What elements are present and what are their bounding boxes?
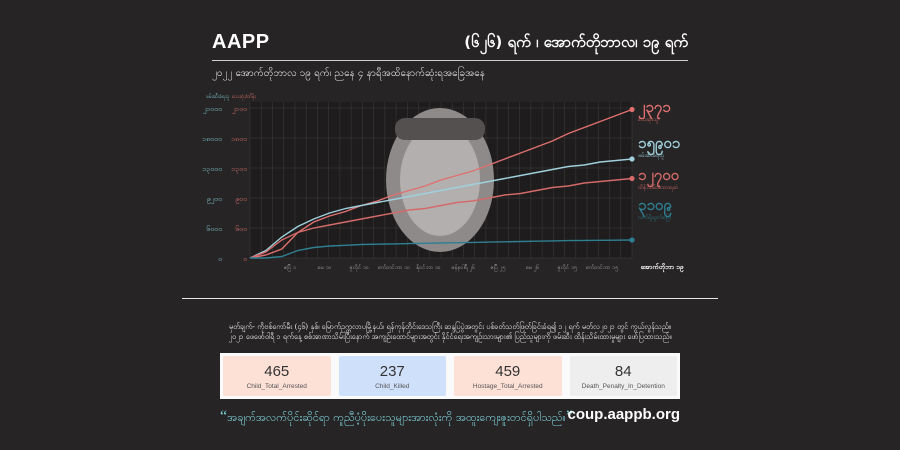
right-tick-label: ၁၃၀၀ [231,165,247,174]
stat-label: Hostage_Total_Arrested [472,382,543,390]
stat-value: 84 [614,362,632,380]
left-tick-label: ၁၃၀၀၀ [202,165,222,174]
series-end-point [629,106,635,113]
series-name-label: သေဆုံးသူ [638,116,658,124]
x-tick-label: မေ ၂၆ [526,263,540,272]
page-headline: (၆၂၆) ရက် ၊ အောက်တိုဘာလ၊ ၁၉ ရက် [464,33,688,51]
note-line-2: ၂၀၂၁ ဖေဖော်ဝါရီ ၁ ရက်နေ့ စစ်အာဏာသိမ်းပြီ… [228,332,672,341]
x-tick-label: မေ ၁၀ [318,265,332,271]
series-line [249,108,633,259]
stat-value: 459 [495,362,521,380]
series-value-label: ၁၂၇၀၀ [638,166,680,188]
series-value-label: ၃၁၀၉ [638,196,672,218]
left-axis-title: ဖမ်းဆီးခံရသူ [206,94,230,100]
right-tick-label: ၀ [243,255,247,263]
series-line [249,158,633,259]
series-line [250,239,633,259]
series-name-label: လက်ရှိထွက်ပြေး [638,212,672,222]
close-quote-icon: ” [565,408,573,425]
x-end-label: အောက်တိုဘာ ၁၉ [640,263,683,273]
x-tick-label: စက်တင်ဘာ ၁၀ [378,263,410,271]
left-tick-label: ၉၂၀၀ [207,195,222,204]
right-axis-title: သေဆုံး/ထိန်း [232,94,257,100]
status-subtitle: ၂၀၂၂ အောက်တိုဘာလ ၁၉ ရက်၊ ညနေ ၄ နာရီအထိနေ… [212,68,485,79]
x-tick-label: ဇူလိုင် ၁၅ [558,263,577,272]
stat-hostage-total-arrested: 459 Hostage_Total_Arrested [454,356,562,396]
x-tick-label: ဧပြီ ၂၅ [491,263,506,272]
left-tick-label: ၁၈၀၀၀ [202,135,222,143]
stat-value: 465 [264,362,290,380]
left-tick-label: ၀ [218,255,222,263]
x-tick-label: ဧပြီ ၁ [284,263,296,272]
website-link[interactable]: coup.aappb.org [567,406,681,423]
series-name-label: ဖမ်းဆီးခံရသူ [638,151,664,160]
right-tick-label: ၁၈၀၀ [231,135,247,143]
stat-label: Child_Killed [375,382,410,390]
cumulative-line-chart: ၀ ၀ ၆၀၀၀ ၆၀၀ ၉၂၀၀ ၉၀၀ ၁၃၀၀၀ ၁၃၀၀ ၁၈၀၀၀ ၁၈၀၀ ၂၁၀၀၀ ၂… [202,94,684,273]
right-tick-label: ၂၁၀၀ [231,105,247,114]
divider-middle [182,298,718,299]
x-tick-label: ဇန်နဝါရီ ၂၆ [451,263,475,272]
stat-label: Death_Penalty_In_Detention [581,382,665,390]
left-tick-label: ၆၀၀၀ [206,225,222,233]
series-end-point [629,237,635,243]
divider-top [212,60,688,61]
right-tick-label: ၆၀၀ [235,225,247,233]
left-tick-label: ၂၁၀၀၀ [202,105,222,114]
memorial-photo-cap [395,118,485,140]
series-line [249,177,633,259]
stat-label: Child_Total_Arrested [246,382,307,390]
brand-logo: AAPP [212,31,270,53]
stat-child-killed: 237 Child_Killed [338,356,446,396]
stat-child-total-arrested: 465 Child_Total_Arrested [223,356,331,396]
note-line-1: မှတ်ချက်- ကိုဗစ်ကော်မီး (၄၆) နှစ်၊ မြောက… [229,322,671,331]
stats-panel: 465 Child_Total_Arrested 237 Child_Kille… [220,353,680,399]
series-value-label: ၁၅၉၀၁ [638,134,681,156]
series-end-point [629,156,635,162]
series-name-label: ထိန်းသိမ်းခံထားရဆဲ [638,183,678,192]
stat-value: 237 [379,362,405,380]
thanks-text: အချက်အလက်ပိုင်းဆိုင်ရာ ကူညီပံ့ပိုးပေးသူမ… [227,411,566,424]
stat-death-penalty: 84 Death_Penalty_In_Detention [569,356,677,396]
series-value-label: ၂၃၇၁ [638,98,671,120]
x-tick-label: စက်တင်ဘာ ၁၅ [586,263,618,272]
thanks-quote: “အချက်အလက်ပိုင်းဆိုင်ရာ ကူညီပံ့ပိုးပေးသူ… [220,408,573,427]
right-tick-label: ၉၀၀ [235,195,247,204]
x-tick-label: ဇူလိုင် ၁၀ [350,263,369,272]
open-quote-icon: “ [220,408,228,425]
series-end-point [629,175,635,182]
x-tick-label: နိုဝင်ဘာ ၁၀ [416,263,440,272]
